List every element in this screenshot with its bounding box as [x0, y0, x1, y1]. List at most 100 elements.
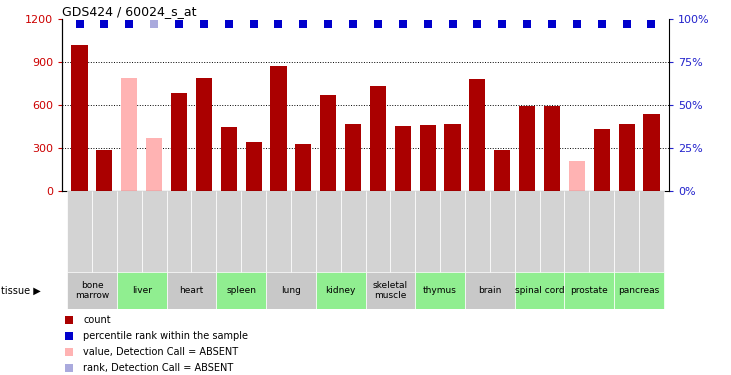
Bar	[564, 272, 614, 309]
Bar	[216, 272, 266, 309]
Bar	[316, 191, 341, 274]
Bar	[366, 191, 390, 274]
Point	[546, 21, 558, 27]
Point	[63, 365, 75, 371]
Point	[273, 21, 284, 27]
Text: pancreas: pancreas	[618, 286, 659, 295]
Text: liver: liver	[132, 286, 152, 295]
Bar	[167, 272, 216, 309]
Text: tissue ▶: tissue ▶	[1, 286, 41, 296]
Text: brain: brain	[478, 286, 501, 295]
Text: thymus: thymus	[423, 286, 457, 295]
Bar	[320, 95, 336, 191]
Bar	[96, 150, 113, 191]
Point	[496, 21, 508, 27]
Point	[447, 21, 458, 27]
Text: GDS424 / 60024_s_at: GDS424 / 60024_s_at	[62, 4, 197, 18]
Bar	[544, 106, 560, 191]
Bar	[569, 161, 585, 191]
Bar	[142, 191, 167, 274]
Point	[124, 21, 135, 27]
Bar	[117, 191, 142, 274]
Text: rank, Detection Call = ABSENT: rank, Detection Call = ABSENT	[83, 363, 234, 373]
Point	[148, 21, 160, 27]
Point	[298, 21, 309, 27]
Point	[198, 21, 210, 27]
Text: lung: lung	[281, 286, 301, 295]
Point	[63, 349, 75, 355]
Text: kidney: kidney	[325, 286, 356, 295]
Bar	[196, 78, 212, 191]
Bar	[589, 191, 614, 274]
Bar	[67, 191, 92, 274]
Bar	[270, 66, 287, 191]
Bar	[291, 191, 316, 274]
Point	[322, 21, 334, 27]
Bar	[146, 138, 162, 191]
Bar	[171, 93, 187, 191]
Bar	[519, 106, 535, 191]
Point	[347, 21, 359, 27]
Bar	[266, 272, 316, 309]
Text: prostate: prostate	[570, 286, 608, 295]
Bar	[67, 272, 117, 309]
Bar	[614, 191, 639, 274]
Point	[99, 21, 110, 27]
Bar	[614, 272, 664, 309]
Bar	[72, 45, 88, 191]
Bar	[246, 142, 262, 191]
Bar	[594, 129, 610, 191]
Bar	[241, 191, 266, 274]
Bar	[345, 124, 361, 191]
Bar	[564, 191, 589, 274]
Text: value, Detection Call = ABSENT: value, Detection Call = ABSENT	[83, 347, 238, 357]
Bar	[121, 78, 137, 191]
Point	[471, 21, 483, 27]
Bar	[444, 124, 461, 191]
Bar	[465, 191, 490, 274]
Bar	[539, 191, 564, 274]
Bar	[515, 191, 539, 274]
Point	[596, 21, 607, 27]
Text: spinal cord: spinal cord	[515, 286, 564, 295]
Bar	[440, 191, 465, 274]
Bar	[167, 191, 192, 274]
Bar	[266, 191, 291, 274]
Point	[372, 21, 384, 27]
Bar	[92, 191, 117, 274]
Bar	[643, 114, 659, 191]
Text: spleen: spleen	[226, 286, 256, 295]
Point	[248, 21, 260, 27]
Bar	[415, 191, 440, 274]
Bar	[316, 272, 366, 309]
Point	[63, 333, 75, 339]
Bar	[639, 191, 664, 274]
Bar	[415, 272, 465, 309]
Text: bone
marrow: bone marrow	[75, 281, 109, 300]
Point	[645, 21, 657, 27]
Bar	[494, 150, 510, 191]
Bar	[295, 144, 311, 191]
Bar	[465, 272, 515, 309]
Text: percentile rank within the sample: percentile rank within the sample	[83, 331, 249, 341]
Bar	[366, 272, 415, 309]
Bar	[216, 191, 241, 274]
Point	[521, 21, 533, 27]
Text: count: count	[83, 315, 111, 325]
Point	[397, 21, 409, 27]
Bar	[420, 125, 436, 191]
Bar	[370, 86, 386, 191]
Bar	[618, 124, 635, 191]
Bar	[515, 272, 564, 309]
Point	[223, 21, 235, 27]
Text: heart: heart	[179, 286, 203, 295]
Text: skeletal
muscle: skeletal muscle	[373, 281, 408, 300]
Bar	[117, 272, 167, 309]
Bar	[490, 191, 515, 274]
Bar	[192, 191, 216, 274]
Point	[74, 21, 86, 27]
Point	[63, 317, 75, 323]
Bar	[390, 191, 415, 274]
Bar	[341, 191, 366, 274]
Bar	[221, 127, 237, 191]
